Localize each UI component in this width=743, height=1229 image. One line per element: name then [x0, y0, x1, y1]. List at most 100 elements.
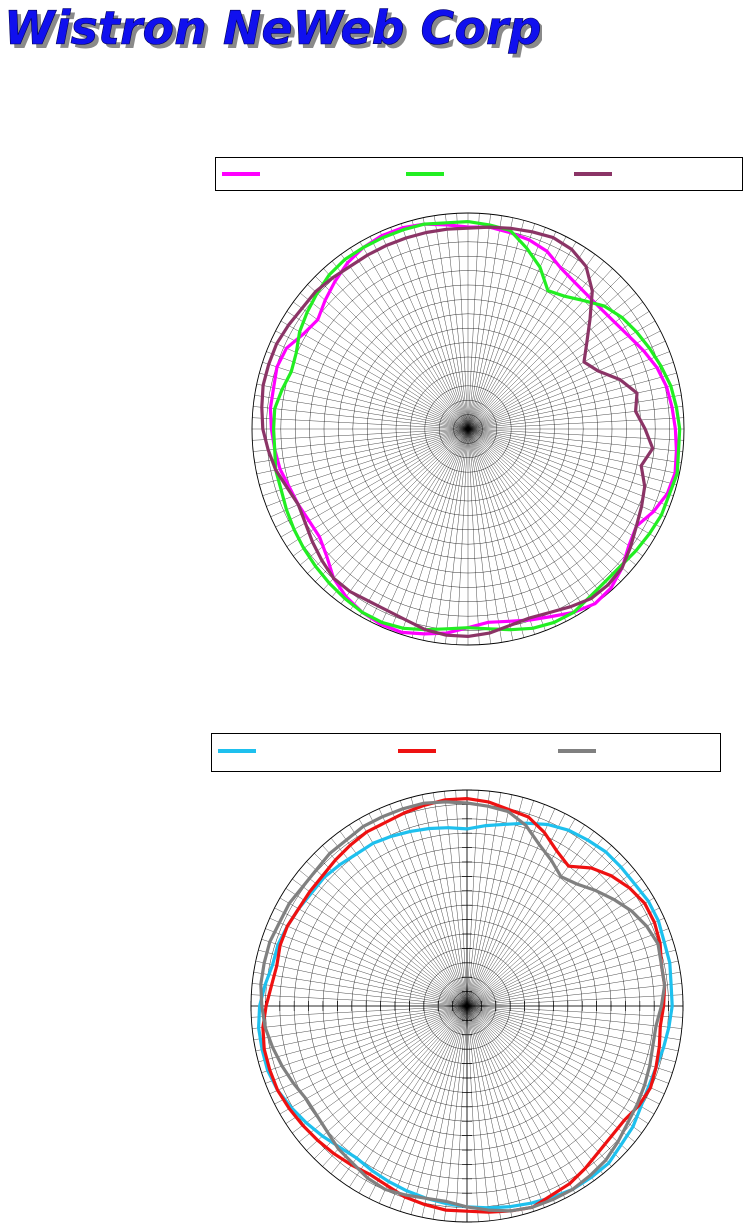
grid-spoke	[467, 215, 502, 430]
grid-spoke	[466, 1005, 556, 1204]
grid-spoke	[467, 214, 491, 430]
polar-grid	[250, 789, 684, 1223]
grid-spoke	[466, 1005, 642, 1134]
grid-spoke	[378, 1005, 468, 1204]
grid-spoke	[467, 406, 683, 430]
grid-spoke	[466, 1005, 534, 1212]
grid-spoke	[293, 428, 469, 557]
grid-spoke	[466, 1005, 585, 1188]
grid-spoke	[467, 428, 525, 638]
grid-spoke	[467, 340, 666, 430]
grid-spoke	[323, 428, 469, 590]
grid-spoke	[258, 1005, 468, 1063]
grid-spoke	[466, 1005, 681, 1040]
grid-spoke	[467, 428, 502, 643]
grid-spoke	[252, 417, 469, 430]
grid-spoke	[466, 797, 524, 1007]
grid-spoke	[467, 428, 605, 597]
grid-spoke	[467, 428, 535, 635]
grid-spoke	[467, 213, 480, 430]
grid-spoke	[444, 1005, 468, 1221]
grid-spoke	[467, 428, 643, 557]
grid-spoke	[467, 395, 682, 430]
grid-spoke	[467, 311, 650, 430]
grid-spoke	[467, 428, 661, 528]
grid-spoke	[466, 853, 620, 1007]
grid-spoke	[467, 223, 535, 430]
grid-spoke	[466, 907, 660, 1007]
grid-spoke	[306, 861, 468, 1007]
grid-spoke	[400, 1005, 468, 1212]
grid-spoke	[251, 1005, 468, 1018]
grid-spoke	[466, 939, 673, 1007]
grid-spoke	[467, 428, 491, 644]
grid-spoke	[307, 428, 469, 574]
grid-spoke	[285, 1005, 468, 1124]
grid-spoke	[466, 1005, 595, 1181]
grid-spoke	[467, 231, 557, 430]
grid-spoke	[466, 1005, 604, 1174]
grid-spoke	[467, 428, 683, 452]
grid-spoke	[466, 791, 490, 1007]
grid-spoke	[307, 284, 469, 430]
grid-spoke	[401, 428, 469, 635]
grid-spoke	[467, 227, 546, 430]
grid-spoke	[340, 428, 469, 604]
grid-spoke	[466, 1005, 524, 1215]
grid-spoke	[253, 972, 468, 1007]
grid-spoke	[466, 800, 534, 1007]
grid-spoke	[466, 1005, 665, 1095]
grid-spoke	[467, 276, 621, 430]
grid-spoke	[466, 1005, 655, 1115]
grid-spoke	[410, 797, 468, 1007]
grid-spoke	[256, 428, 469, 475]
grid-spoke	[466, 831, 595, 1007]
grid-spoke	[467, 428, 586, 611]
grid-spoke	[350, 247, 469, 430]
grid-spoke	[434, 428, 469, 643]
grid-spoke	[466, 794, 513, 1007]
grid-spoke	[467, 428, 613, 590]
grid-spoke	[315, 428, 469, 582]
grid-spoke	[467, 428, 656, 538]
series-line-3	[259, 800, 667, 1213]
grid-spoke	[300, 428, 469, 566]
grid-spoke	[254, 428, 469, 463]
legend-bottom	[211, 733, 721, 772]
grid-spoke	[322, 1005, 468, 1167]
grid-spoke	[467, 428, 629, 574]
grid-spoke	[401, 223, 469, 430]
grid-spoke	[466, 808, 556, 1007]
grid-spoke	[275, 330, 469, 430]
grid-spoke	[467, 236, 567, 430]
grid-spoke	[467, 351, 670, 430]
grid-spoke	[265, 928, 468, 1007]
grid-spoke	[306, 1005, 468, 1151]
grid-spoke	[467, 428, 680, 475]
grid-spoke	[466, 1005, 479, 1222]
grid-spoke	[314, 853, 468, 1007]
grid-spoke	[467, 217, 514, 430]
grid-spoke	[350, 428, 469, 611]
grid-spoke	[286, 311, 469, 430]
grid-spoke	[339, 831, 468, 1007]
grid-spoke	[270, 428, 469, 518]
grid-spoke	[378, 808, 468, 1007]
grid-spoke	[349, 1005, 468, 1188]
grid-spoke	[411, 220, 469, 430]
grid-spoke	[258, 949, 468, 1007]
grid-spoke	[434, 215, 469, 430]
grid-spoke	[466, 1005, 545, 1208]
grid-spoke	[467, 428, 636, 566]
series-line-2	[261, 797, 667, 1214]
grid-spoke	[389, 1005, 468, 1208]
grid-spoke	[269, 917, 468, 1007]
grid-spoke	[253, 428, 469, 452]
series-line-3	[260, 225, 655, 638]
grid-spoke	[467, 247, 586, 430]
series-line-2	[272, 220, 682, 632]
grid-spoke	[254, 395, 469, 430]
grid-spoke	[466, 1005, 501, 1220]
grid-spoke	[279, 1005, 468, 1115]
grid-spoke	[467, 428, 684, 441]
